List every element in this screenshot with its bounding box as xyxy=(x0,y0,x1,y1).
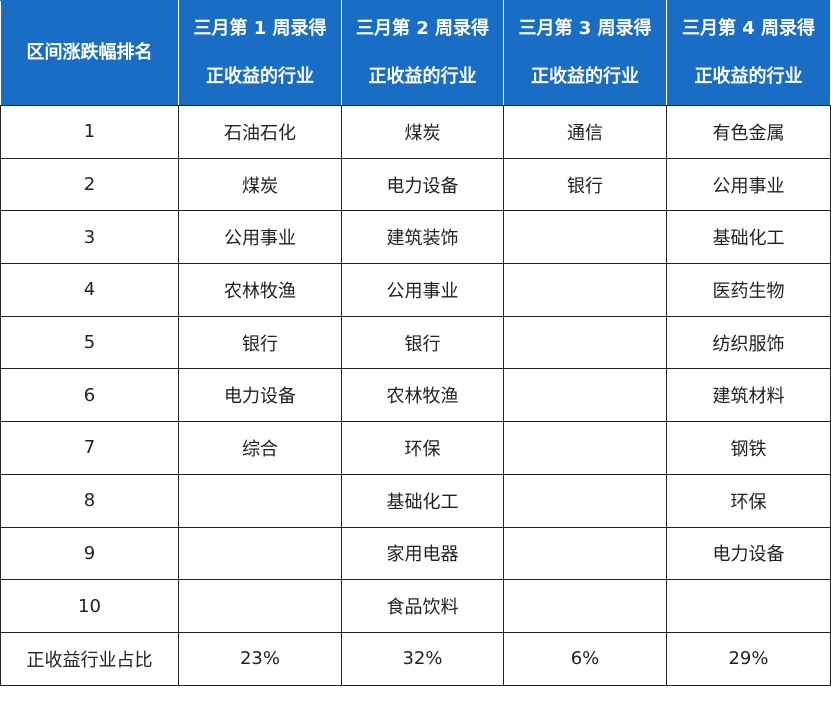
header-cell: 三月第 2 周录得 正收益的行业 xyxy=(341,0,504,106)
table-cell: 食品饮料 xyxy=(341,579,504,633)
table-cell: 23% xyxy=(178,631,342,686)
table-cell: 公用事业 xyxy=(341,263,504,317)
table-cell: 煤炭 xyxy=(341,105,504,159)
header-row: 区间涨跌幅排名 三月第 1 周录得 正收益的行业 三月第 2 周录得 正收益的行业 三月第… xyxy=(0,0,831,106)
table-cell: 纺织服饰 xyxy=(666,315,831,370)
table-cell xyxy=(503,421,667,475)
header-cell: 三月第 1 周录得 正收益的行业 xyxy=(178,0,342,106)
table-cell: 银行 xyxy=(341,315,504,370)
table-cell: 29% xyxy=(666,631,831,686)
table-cell: 综合 xyxy=(178,421,342,475)
table-row: 6 电力设备 农林牧渔 建筑材料 xyxy=(0,368,831,423)
table-cell: 建筑材料 xyxy=(666,368,831,423)
table-row: 9 家用电器 电力设备 xyxy=(0,526,831,581)
table-cell xyxy=(178,579,342,633)
table-cell: 有色金属 xyxy=(666,105,831,159)
table-row: 3 公用事业 建筑装饰 基础化工 xyxy=(0,210,831,265)
table-row: 2 煤炭 电力设备 银行 公用事业 xyxy=(0,157,831,212)
table-cell: 电力设备 xyxy=(666,526,831,581)
header-text: 三月第 3 周录得 xyxy=(518,18,652,39)
table-cell: 8 xyxy=(0,473,179,528)
table-cell: 6 xyxy=(0,368,179,423)
table-cell: 基础化工 xyxy=(666,210,831,265)
header-cell: 区间涨跌幅排名 xyxy=(0,0,179,106)
table-cell: 电力设备 xyxy=(341,157,504,212)
table-cell: 2 xyxy=(0,157,179,212)
table-cell: 32% xyxy=(341,631,504,686)
table-cell: 3 xyxy=(0,210,179,265)
table-row: 正收益行业占比 23% 32% 6% 29% xyxy=(0,631,831,686)
header-text: 三月第 2 周录得 xyxy=(355,18,490,39)
table-cell: 6% xyxy=(503,631,667,686)
table-cell: 医药生物 xyxy=(666,263,831,317)
table-row: 5 银行 银行 纺织服饰 xyxy=(0,315,831,370)
table-cell: 家用电器 xyxy=(341,526,504,581)
header-text: 正收益的行业 xyxy=(368,66,477,87)
table-cell: 7 xyxy=(0,421,179,475)
header-text: 三月第 1 周录得 xyxy=(193,18,327,39)
table-cell: 环保 xyxy=(341,421,504,475)
table-cell xyxy=(503,263,667,317)
table-cell xyxy=(503,315,667,370)
table-cell: 5 xyxy=(0,315,179,370)
table-cell: 1 xyxy=(0,105,179,159)
table-cell: 建筑装饰 xyxy=(341,210,504,265)
table-cell: 正收益行业占比 xyxy=(0,631,179,686)
table-cell xyxy=(503,526,667,581)
table-cell xyxy=(666,579,831,633)
table-row: 1 石油石化 煤炭 通信 有色金属 xyxy=(0,105,831,159)
table-cell: 农林牧渔 xyxy=(178,263,342,317)
table-cell: 基础化工 xyxy=(341,473,504,528)
table-cell: 煤炭 xyxy=(178,157,342,212)
table-cell xyxy=(178,526,342,581)
header-cell: 三月第 4 周录得 正收益的行业 xyxy=(666,0,831,106)
header-text: 正收益的行业 xyxy=(531,66,639,87)
table-cell: 钢铁 xyxy=(666,421,831,475)
table-row: 10 食品饮料 xyxy=(0,579,831,633)
table-cell xyxy=(178,473,342,528)
header-cell: 三月第 3 周录得 正收益的行业 xyxy=(503,0,667,106)
table-cell xyxy=(503,579,667,633)
table-cell: 农林牧渔 xyxy=(341,368,504,423)
table-cell xyxy=(503,210,667,265)
table-row: 4 农林牧渔 公用事业 医药生物 xyxy=(0,263,831,317)
table-body: 1 石油石化 煤炭 通信 有色金属 2 煤炭 电力设备 银行 公用事业 3 公用事业 建筑装饰 基础化工 4… xyxy=(0,105,831,686)
table-row: 7 综合 环保 钢铁 xyxy=(0,421,831,475)
table-cell: 电力设备 xyxy=(178,368,342,423)
table-cell: 通信 xyxy=(503,105,667,159)
table-cell xyxy=(503,368,667,423)
table-row: 8 基础化工 环保 xyxy=(0,473,831,528)
table-cell: 10 xyxy=(0,579,179,633)
table-cell: 银行 xyxy=(178,315,342,370)
industry-table: 区间涨跌幅排名 三月第 1 周录得 正收益的行业 三月第 2 周录得 正收益的行业 三月第… xyxy=(0,0,831,686)
table-cell: 4 xyxy=(0,263,179,317)
header-text: 正收益的行业 xyxy=(694,66,803,87)
header-text: 三月第 4 周录得 xyxy=(681,18,816,39)
table-cell: 公用事业 xyxy=(666,157,831,212)
table-cell: 9 xyxy=(0,526,179,581)
header-text: 区间涨跌幅排名 xyxy=(26,42,153,63)
table-cell: 银行 xyxy=(503,157,667,212)
table-cell: 环保 xyxy=(666,473,831,528)
header-text: 正收益的行业 xyxy=(206,66,314,87)
table-cell xyxy=(503,473,667,528)
table-cell: 公用事业 xyxy=(178,210,342,265)
table-cell: 石油石化 xyxy=(178,105,342,159)
